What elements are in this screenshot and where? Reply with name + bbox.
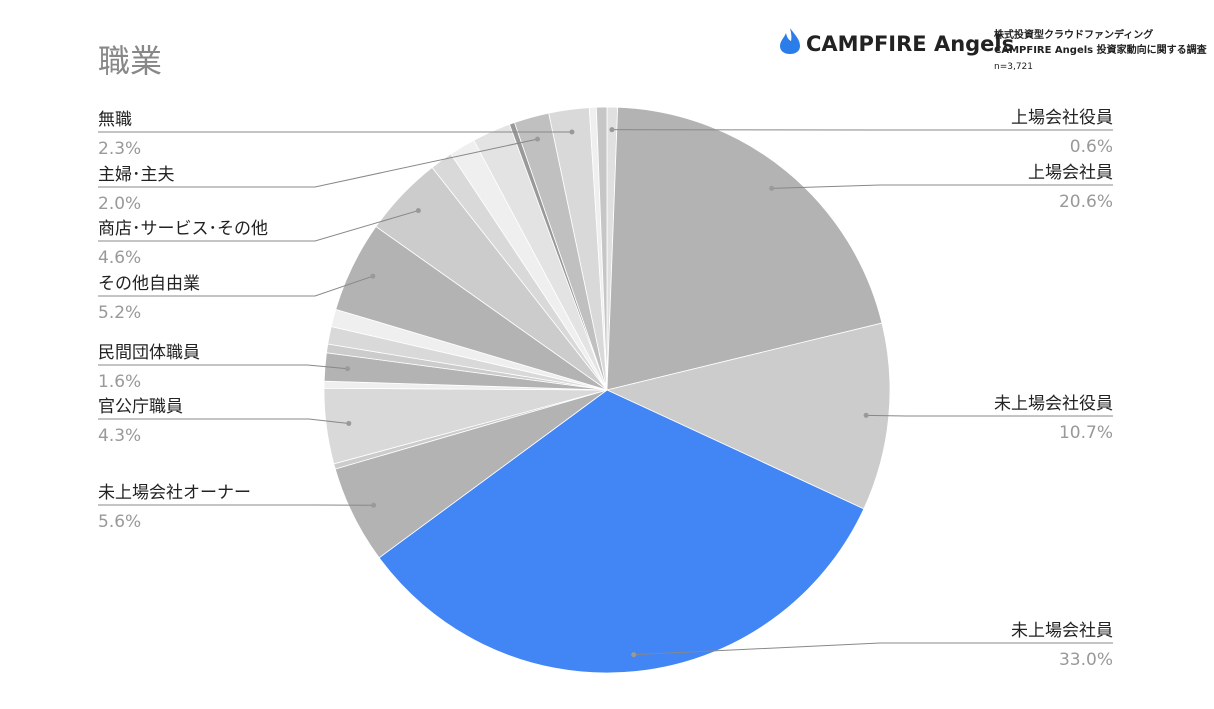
leader-dot	[631, 652, 637, 658]
slice-value: 1.6%	[98, 372, 141, 392]
slice-label: 未上場会社オーナー	[98, 483, 251, 503]
leader-dot	[569, 129, 575, 135]
leader-dot	[345, 366, 351, 372]
leader-dot	[609, 127, 615, 133]
leader-line	[771, 184, 1113, 189]
leader-line	[866, 414, 1113, 417]
pie-slice	[595, 106, 608, 391]
slice-value: 2.0%	[98, 194, 141, 214]
leader-line	[98, 418, 349, 424]
brand-name: CAMPFIRE Angels	[806, 32, 1014, 56]
slice-label: その他自由業	[98, 274, 200, 294]
slice-value: 2.3%	[98, 139, 141, 159]
slice-label: 官公庁職員	[98, 397, 183, 417]
slice-label: 未上場会社役員	[994, 394, 1113, 414]
leader-line	[98, 210, 419, 242]
pie-slice	[605, 322, 891, 510]
slice-label: 民間団体職員	[98, 343, 200, 363]
slice-value: 20.6%	[1059, 192, 1113, 212]
survey-title: 株式投資型クラウドファンディング	[994, 28, 1153, 41]
pie-slice	[378, 389, 865, 674]
leader-line	[98, 138, 538, 188]
pie-slice	[606, 106, 883, 391]
brand-logo	[780, 28, 800, 54]
leader-line	[98, 275, 373, 297]
leader-dot	[346, 420, 352, 426]
slice-value: 33.0%	[1059, 650, 1113, 670]
slice-value: 4.3%	[98, 426, 141, 446]
chart-title: 職業	[98, 42, 162, 80]
slice-value: 5.2%	[98, 303, 141, 323]
leader-dot	[415, 208, 421, 214]
leader-dot	[370, 273, 376, 279]
slice-label: 上場会社役員	[1011, 108, 1113, 128]
leader-dot	[371, 502, 377, 508]
sample-size: n=3,721	[994, 62, 1033, 72]
slice-value: 4.6%	[98, 248, 141, 268]
slice-label: 上場会社員	[1028, 163, 1113, 183]
leader-line	[98, 364, 348, 370]
leader-dot	[535, 136, 541, 142]
slice-label: 無職	[98, 110, 132, 130]
leader-line	[633, 642, 1113, 656]
slice-label: 商店･サービス･その他	[98, 219, 268, 239]
slice-label: 未上場会社員	[1011, 621, 1113, 641]
slice-value: 5.6%	[98, 512, 141, 532]
slice-label: 主婦･主夫	[98, 165, 175, 185]
slice-value: 0.6%	[1070, 137, 1113, 157]
survey-title: CAMPFIRE Angels 投資家動向に関する調査	[994, 43, 1208, 56]
leader-dot	[769, 185, 775, 191]
leader-dot	[863, 412, 869, 418]
slice-value: 10.7%	[1059, 423, 1113, 443]
